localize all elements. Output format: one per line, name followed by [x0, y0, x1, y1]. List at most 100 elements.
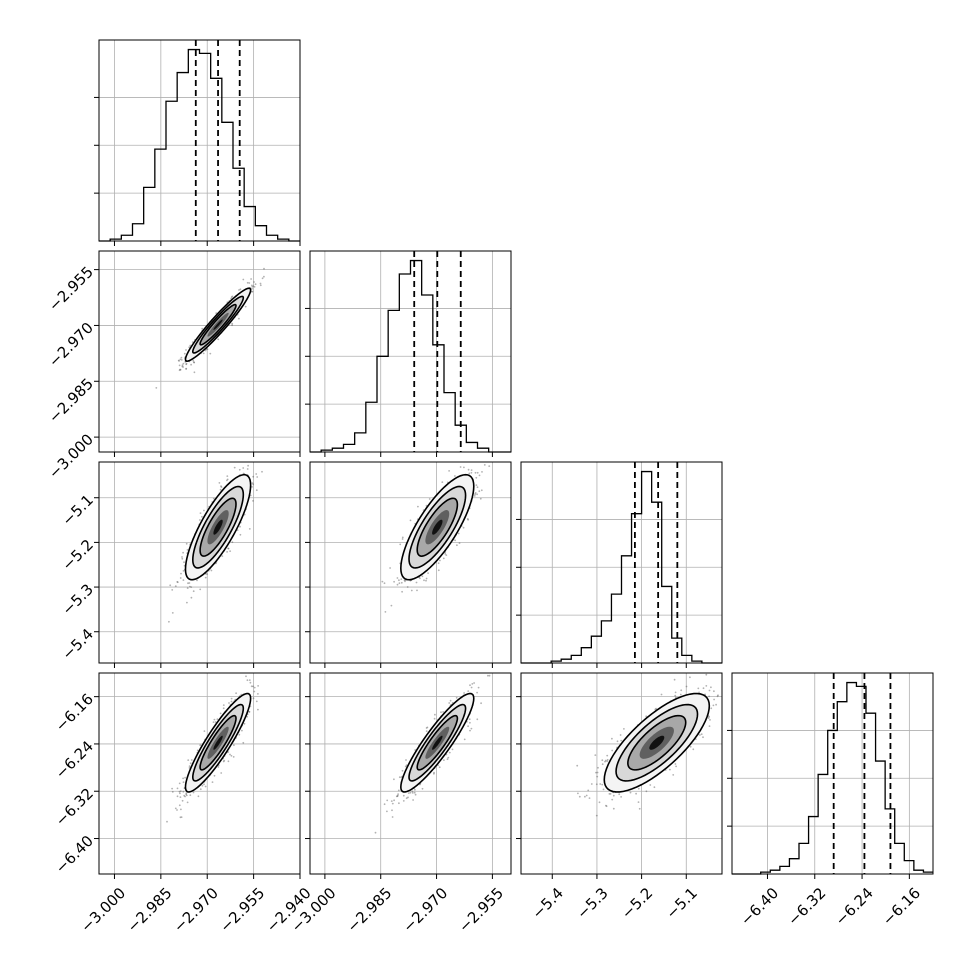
sample-point — [171, 787, 174, 790]
sample-point — [252, 500, 254, 502]
sample-point — [226, 475, 229, 477]
sample-point — [182, 570, 185, 572]
sample-point — [251, 287, 253, 290]
sample-point — [219, 712, 222, 715]
sample-point — [242, 741, 245, 744]
sample-point — [199, 788, 202, 791]
sample-point — [599, 783, 602, 785]
sample-point — [185, 792, 188, 795]
sample-point — [414, 793, 417, 796]
sample-point — [595, 771, 597, 774]
sample-point — [176, 795, 179, 798]
sample-point — [407, 796, 409, 799]
sample-point — [612, 807, 615, 810]
sample-point — [588, 797, 591, 799]
sample-point — [185, 349, 187, 351]
histogram-step — [521, 470, 722, 664]
density-contour — [615, 703, 699, 782]
x-tick-label: −5.3 — [573, 884, 611, 922]
sample-point — [405, 759, 407, 761]
sample-point — [246, 679, 249, 682]
sample-point — [251, 482, 254, 484]
sample-point — [186, 801, 189, 804]
sample-point — [474, 492, 477, 494]
x-tick-label: −6.40 — [737, 884, 782, 929]
sample-point — [705, 673, 708, 676]
sample-point — [438, 766, 441, 769]
sample-point — [217, 338, 220, 341]
sample-point — [248, 679, 251, 681]
sample-point — [220, 485, 222, 488]
sample-point — [259, 284, 262, 287]
sample-point — [433, 772, 435, 775]
sample-point — [708, 689, 711, 692]
sample-point — [177, 359, 180, 362]
sample-point — [637, 801, 640, 803]
panel-frame — [309, 672, 512, 875]
sample-point — [425, 730, 428, 732]
sample-point — [390, 604, 393, 607]
sample-point — [604, 759, 607, 762]
sample-point — [180, 816, 183, 818]
sample-point — [400, 776, 403, 779]
sample-point — [467, 690, 470, 692]
sample-point — [210, 569, 213, 572]
sample-point — [689, 676, 691, 679]
sample-point — [189, 762, 192, 765]
sample-point — [238, 733, 241, 736]
sample-point — [231, 322, 234, 325]
sample-point — [246, 468, 249, 470]
sample-point — [601, 783, 604, 786]
sample-point — [181, 799, 184, 802]
sample-point — [445, 554, 448, 556]
y-tick-label: −5.1 — [59, 491, 97, 529]
sample-point — [231, 295, 234, 298]
sample-point — [404, 580, 406, 583]
sample-point — [204, 785, 207, 788]
sample-point — [459, 466, 462, 468]
sample-point — [185, 368, 188, 370]
sample-point — [590, 783, 593, 785]
sample-point — [246, 715, 249, 718]
y-tick-label: −6.40 — [52, 832, 97, 877]
panel-frame — [98, 672, 301, 875]
sample-point — [248, 711, 251, 713]
sample-point — [257, 685, 259, 687]
sample-point — [444, 553, 447, 555]
sample-point — [480, 489, 483, 492]
sample-point — [597, 766, 599, 769]
sample-point — [407, 792, 410, 794]
sample-point — [713, 698, 715, 701]
sample-point — [483, 464, 486, 466]
sample-point — [187, 759, 190, 761]
panel-frame — [309, 250, 512, 453]
sample-point — [416, 589, 418, 592]
sample-point — [215, 312, 218, 314]
sample-point — [255, 489, 258, 492]
sample-point — [185, 363, 188, 366]
sample-point — [182, 777, 185, 780]
sample-point — [397, 789, 400, 792]
y-tick-label: −2.955 — [45, 263, 97, 315]
sample-point — [401, 769, 404, 772]
panel-background — [99, 40, 300, 241]
sample-point — [708, 695, 710, 698]
sample-point — [201, 515, 203, 518]
sample-point — [180, 359, 183, 361]
sample-point — [596, 775, 599, 778]
sample-point — [251, 290, 254, 293]
sample-point — [174, 585, 177, 587]
histogram-panel-0-0 — [94, 39, 301, 246]
histogram-panel-1-1 — [305, 250, 512, 457]
sample-point — [251, 486, 253, 488]
sample-point — [454, 539, 457, 542]
sample-point — [239, 525, 241, 528]
sample-point — [179, 790, 182, 792]
sample-point — [212, 721, 215, 723]
density-contour — [184, 287, 252, 362]
sample-point — [226, 479, 228, 482]
sample-point — [601, 763, 604, 766]
density-contour — [199, 714, 237, 771]
sample-point — [709, 719, 711, 721]
y-tick-label: −2.985 — [45, 375, 97, 427]
